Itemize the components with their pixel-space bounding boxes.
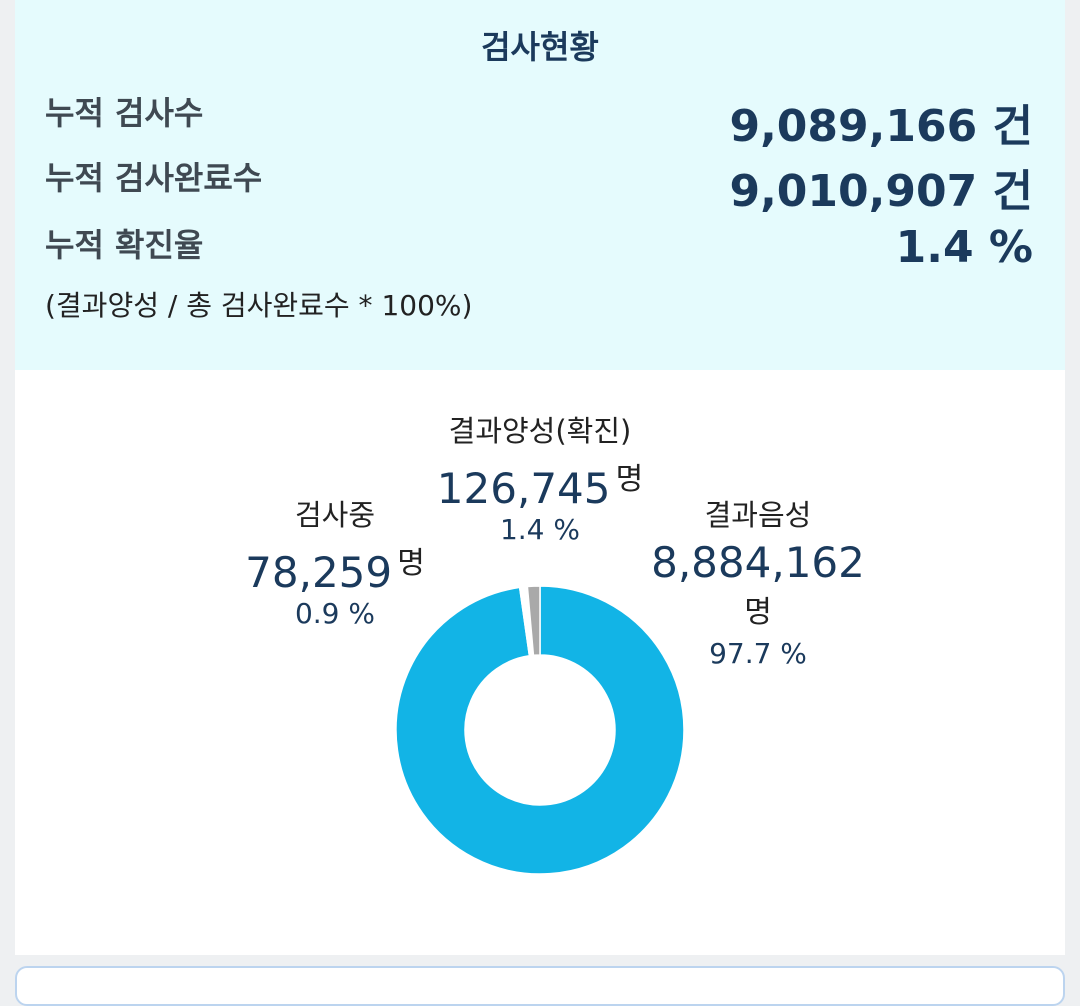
negative-name: 결과음성 (704, 498, 812, 532)
positive-rate-formula: (결과양성 / 총 검사완료수 * 100%) (45, 289, 473, 322)
positive-count: 126,745 (436, 464, 611, 513)
testing-label-group: 검사중 78,259 명 0.9 % (220, 492, 450, 630)
negative-count: 8,884,162 (651, 538, 865, 587)
testing-pct: 0.9 % (294, 597, 376, 630)
stat-value-total-tests: 9,089,166 건 (729, 101, 1033, 152)
donut-chart (395, 585, 685, 875)
positive-name: 결과양성(확진) (448, 414, 632, 448)
stat-value-completed-tests: 9,010,907 건 (729, 166, 1033, 217)
stat-label-completed-tests: 누적 검사완료수 (45, 159, 263, 197)
stat-value-positive-rate: 1.4 % (895, 222, 1033, 273)
slice-positive (526, 585, 541, 657)
testing-name: 검사중 (294, 498, 376, 532)
stat-label-total-tests: 누적 검사수 (45, 94, 204, 132)
testing-unit: 명 (397, 546, 425, 581)
next-card-edge (15, 966, 1065, 1006)
stat-label-positive-rate: 누적 확진율 (45, 226, 204, 264)
negative-unit: 명 (744, 595, 772, 630)
positive-unit: 명 (615, 462, 644, 497)
negative-label-group: 결과음성 8,884,162 명 97.7 % (643, 492, 873, 670)
slice-negative (395, 585, 685, 875)
testing-count: 78,259 (245, 548, 393, 597)
positive-label-group: 결과양성(확진) 126,745 명 1.4 % (405, 408, 675, 546)
summary-title: 검사현황 (481, 28, 599, 66)
test-status-summary: 검사현황 누적 검사수 9,089,166 건 누적 검사완료수 9,010,9… (15, 0, 1065, 370)
positive-pct: 1.4 % (499, 513, 581, 546)
test-result-chart-panel: 결과양성(확진) 126,745 명 1.4 % 검사중 78,259 명 0.… (15, 370, 1065, 955)
negative-pct: 97.7 % (709, 637, 807, 670)
